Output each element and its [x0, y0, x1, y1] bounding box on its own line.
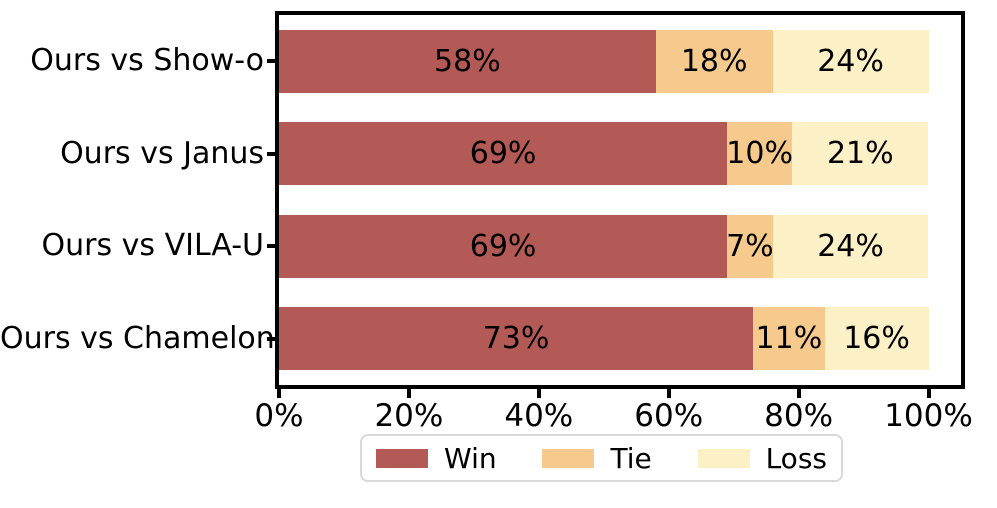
bar-value-label: 69%	[469, 228, 537, 264]
bar-value-label: 73%	[482, 321, 550, 357]
bar-value-label: 18%	[680, 43, 748, 79]
bar-segment-loss: 16%	[824, 307, 929, 371]
x-axis-tick-label: 20%	[374, 398, 444, 434]
bar-value-label: 24%	[817, 43, 884, 79]
legend-label: Tie	[610, 441, 652, 475]
y-axis-tick	[267, 151, 277, 156]
y-axis-label: Ours vs VILA-U	[41, 228, 264, 264]
bar-segment-loss: 21%	[792, 122, 929, 186]
bar-segment-loss: 24%	[772, 214, 929, 278]
legend-swatch-loss	[697, 448, 750, 468]
y-axis-label: Ours vs Janus	[60, 135, 264, 171]
bar-value-label: 16%	[843, 321, 910, 357]
bar-value-label: 11%	[755, 321, 823, 357]
x-axis-tick-label: 40%	[504, 398, 574, 434]
x-axis-tick	[277, 389, 281, 398]
x-axis-tick-label: 60%	[634, 398, 704, 434]
legend-item-tie: Tie	[542, 441, 652, 475]
y-axis-label: Ours vs Show-o	[30, 43, 264, 79]
bar-segment-win: 58%	[279, 29, 656, 93]
x-axis-tick	[796, 389, 801, 398]
bar-segment-win: 69%	[279, 122, 728, 186]
bar-segment-tie: 10%	[726, 122, 793, 186]
bar-segment-tie: 11%	[753, 307, 825, 371]
bar-segment-win: 69%	[279, 214, 728, 278]
legend-swatch-tie	[542, 448, 595, 468]
x-axis-tick	[926, 389, 931, 398]
bar-segment-tie: 18%	[655, 29, 773, 93]
bar-value-label: 58%	[434, 43, 501, 79]
y-axis-tick	[267, 336, 277, 341]
x-axis-tick-label: 0%	[254, 398, 304, 434]
bar-value-label: 69%	[469, 136, 537, 172]
bar-row: 69% 7% 24%	[279, 214, 929, 278]
bar-value-label: 21%	[826, 136, 894, 172]
legend-swatch-win	[376, 448, 428, 468]
bar-value-label: 24%	[817, 228, 884, 264]
x-axis-tick-label: 100%	[884, 398, 973, 434]
y-axis-tick	[267, 59, 277, 64]
legend-item-loss: Loss	[697, 441, 827, 475]
bar-row: 58% 18% 24%	[279, 29, 929, 93]
y-axis-tick	[267, 244, 277, 249]
legend-label: Loss	[765, 441, 827, 475]
bar-row: 69% 10% 21%	[279, 122, 929, 186]
x-axis-tick	[666, 389, 671, 398]
legend: Win Tie Loss	[360, 434, 843, 482]
x-axis-tick-label: 80%	[764, 398, 834, 434]
y-axis-label: Ours vs Chamelon	[0, 320, 275, 356]
bar-value-label: 7%	[726, 228, 774, 264]
x-axis-tick	[536, 389, 541, 398]
bar-segment-win: 73%	[279, 307, 754, 371]
bar-segment-tie: 7%	[726, 214, 774, 278]
bar-segment-loss: 24%	[772, 29, 929, 93]
legend-item-win: Win	[376, 442, 497, 475]
x-axis-tick	[406, 389, 411, 398]
bar-value-label: 10%	[726, 136, 793, 172]
bar-row: 73% 11% 16%	[279, 307, 929, 371]
legend-label: Win	[444, 441, 497, 475]
